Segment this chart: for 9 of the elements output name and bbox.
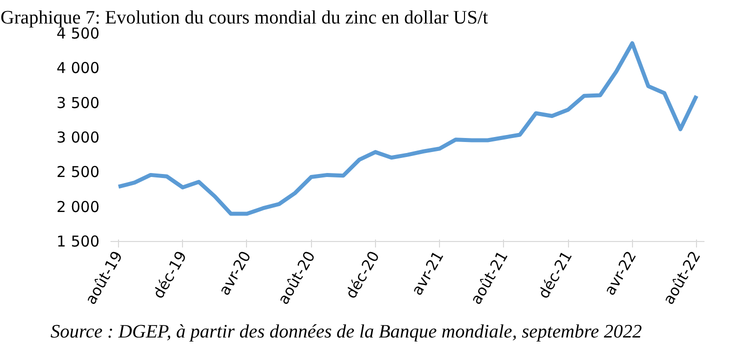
y-tick-label: 4 000 (56, 59, 100, 78)
y-tick-label: 2 000 (56, 198, 100, 216)
line-series (116, 41, 698, 216)
y-tick-label: 3 000 (56, 128, 100, 146)
chart-title: Graphique 7: Evolution du cours mondial du zinc en dollar US/t (0, 8, 489, 28)
y-tick-label: 2 500 (56, 163, 100, 182)
y-tick-label: 3 500 (56, 94, 100, 112)
y-tick-label: 1 500 (56, 232, 100, 250)
source-note: Source : DGEP, à partir des données de la Banque mondiale, septembre 2022 (50, 322, 642, 342)
